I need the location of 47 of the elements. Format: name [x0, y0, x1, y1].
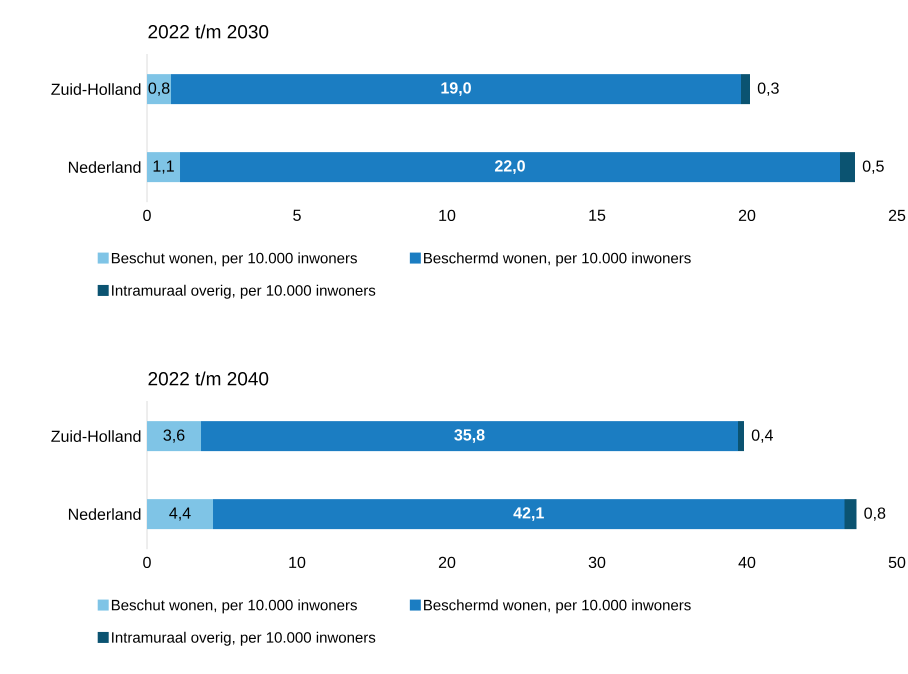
data-label: 4,4: [169, 508, 191, 521]
data-label: 0,4: [752, 429, 773, 443]
bar: [180, 152, 840, 182]
data-label: 42,1: [513, 507, 544, 521]
legend-label: Intramuraal overig, per 10.000 inwoners: [112, 632, 376, 646]
x-tick-label: 20: [438, 556, 456, 568]
y-tick-label: Nederland: [68, 508, 140, 520]
bar: [147, 152, 180, 182]
x-tick-label: 20: [738, 210, 756, 222]
bar: [147, 421, 202, 452]
x-tick-label: 10: [439, 210, 456, 222]
bar: [844, 499, 856, 530]
data-label: 0,3: [758, 82, 779, 96]
y-tick-label: Nederland: [68, 161, 140, 173]
bar: [201, 421, 738, 452]
legend-label: Beschermd wonen, per 10.000 inwoners: [424, 252, 691, 266]
x-tick-label: 50: [888, 556, 906, 568]
x-tick-label: 5: [293, 210, 301, 221]
x-tick-label: 15: [589, 210, 606, 221]
bar: [213, 499, 844, 530]
data-label: 0,8: [148, 82, 170, 96]
data-label: 3,6: [163, 429, 184, 443]
bar: [741, 74, 750, 104]
chart-title: 2022 t/m 2030: [148, 24, 268, 38]
data-label: 0,5: [862, 160, 884, 174]
bar: [738, 421, 744, 452]
data-label: 0,8: [864, 507, 886, 521]
x-tick-label: 25: [888, 210, 906, 222]
data-label: 35,8: [454, 429, 485, 443]
y-tick-label: Zuid-Holland: [51, 83, 140, 95]
bar: [147, 499, 214, 530]
bar: [171, 74, 742, 104]
x-tick-label: 10: [289, 556, 306, 568]
legend-label: Beschut wonen, per 10.000 inwoners: [112, 599, 357, 614]
x-tick-label: 40: [738, 556, 756, 568]
legend-label: Beschut wonen, per 10.000 inwoners: [112, 252, 357, 266]
legend-label: Intramuraal overig, per 10.000 inwoners: [112, 284, 376, 299]
x-tick-label: 0: [143, 210, 151, 222]
y-tick-label: Zuid-Holland: [51, 430, 140, 442]
bar: [840, 152, 855, 182]
x-tick-label: 30: [588, 556, 606, 568]
data-label: 22,0: [494, 160, 525, 174]
legend-label: Beschermd wonen, per 10.000 inwoners: [424, 599, 691, 614]
data-label: 1,1: [154, 160, 174, 174]
chart-title: 2022 t/m 2040: [148, 372, 268, 386]
x-tick-label: 0: [143, 556, 151, 568]
data-label: 19,0: [441, 82, 471, 96]
